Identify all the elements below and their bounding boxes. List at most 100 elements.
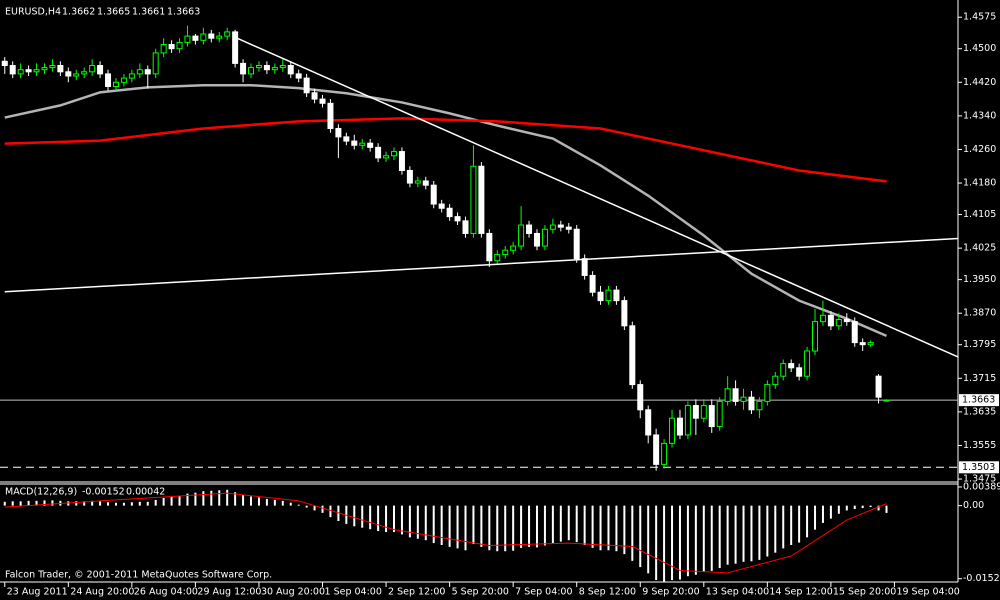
x-tick-label: 30 Aug 20:00: [261, 587, 325, 598]
candle-body: [33, 69, 40, 73]
candle-body: [661, 442, 668, 465]
macd-bar: [130, 502, 133, 506]
candle-body: [621, 300, 628, 327]
candle-body: [240, 62, 247, 75]
macd-bar: [718, 505, 721, 569]
y-tick-label: 1.3715: [963, 373, 996, 384]
candle-body: [430, 184, 437, 205]
macd-bar: [107, 502, 110, 506]
macd-bar: [504, 505, 507, 552]
macd-bar: [845, 505, 848, 511]
macd-bar: [806, 505, 809, 538]
macd-bar: [226, 489, 229, 506]
candle-body: [200, 33, 207, 41]
macd-bar: [440, 505, 443, 545]
candle-body: [716, 400, 723, 428]
candle-body: [748, 396, 755, 411]
y-tick-label: 1.4500: [963, 43, 996, 54]
macd-bar: [877, 505, 880, 511]
macd-bar: [567, 505, 570, 541]
y-tick-label: 1.3635: [963, 406, 996, 417]
candle-body: [533, 232, 540, 247]
macd-bar: [162, 497, 165, 506]
macd-bar: [250, 496, 253, 506]
candle-body: [549, 224, 556, 230]
macd-bar: [559, 505, 562, 542]
y-tick-label: 1.4025: [963, 243, 996, 254]
candle-body: [700, 405, 707, 419]
macd-bar: [750, 505, 753, 562]
candle-body: [398, 151, 405, 171]
macd-bar: [218, 490, 221, 506]
candle-body: [73, 73, 80, 77]
y-tick-label: 1.4180: [963, 178, 996, 189]
candle-body: [367, 142, 374, 148]
candle-body: [17, 69, 24, 75]
x-tick-label: 29 Aug 12:00: [197, 587, 261, 598]
macd-bar: [377, 505, 380, 532]
candle-body: [684, 405, 691, 436]
macd-bar: [726, 505, 729, 565]
candle-body: [692, 405, 699, 419]
x-tick-label: 15 Sep 20:00: [833, 587, 896, 598]
macd-title: MACD(12,26,9): [5, 487, 77, 498]
macd-bar: [234, 492, 237, 506]
candle-body: [470, 165, 477, 234]
macd-bar: [512, 505, 515, 551]
macd-bar: [671, 505, 674, 581]
macd-bar: [758, 505, 761, 560]
candle-body: [613, 289, 620, 302]
candle-body: [303, 77, 310, 94]
macd-bar: [821, 505, 824, 523]
macd-bar: [663, 505, 666, 582]
price-label: 1.3503: [962, 462, 995, 473]
candle-body: [255, 64, 262, 69]
candle-body: [462, 220, 469, 234]
macd-bar: [496, 505, 499, 552]
candle-body: [867, 342, 874, 346]
macd-bar: [19, 501, 22, 506]
macd-bar: [798, 505, 801, 543]
macd-bar: [488, 505, 491, 551]
macd-bar: [655, 505, 658, 581]
macd-bar: [194, 492, 197, 506]
macd-bar: [766, 505, 769, 557]
price-label: 1.3663: [962, 395, 995, 406]
x-tick-label: 8 Sep 12:00: [579, 587, 636, 598]
y-tick-label: 1.4260: [963, 144, 996, 155]
candle-body: [383, 155, 390, 159]
candle-body: [105, 73, 112, 87]
macd-bar: [599, 505, 602, 551]
candle-body: [81, 71, 88, 75]
candle-body: [263, 64, 270, 71]
macd-bar: [27, 500, 30, 506]
macd-bar: [385, 505, 388, 533]
y-tick-label: 1.4575: [963, 12, 996, 23]
macd-bar: [710, 505, 713, 571]
candle-body: [216, 35, 223, 39]
x-tick-label: 1 Sep 04:00: [325, 587, 382, 598]
candle-body: [176, 41, 183, 50]
candle-body: [152, 52, 159, 75]
macd-bar: [694, 505, 697, 575]
macd-bar: [464, 505, 467, 551]
candle-body: [788, 363, 795, 369]
macd-bar: [242, 495, 245, 506]
candle-body: [526, 224, 533, 234]
last-close: 1.3663: [167, 7, 200, 18]
candle-body: [740, 396, 747, 402]
macd-bar: [702, 505, 705, 572]
macd-bar: [329, 505, 332, 518]
candle-body: [597, 291, 604, 302]
macd-bar: [623, 505, 626, 555]
candle-body: [478, 165, 485, 234]
candle-body: [827, 314, 834, 327]
macd-bar: [432, 505, 435, 544]
macd-bar: [257, 497, 260, 506]
candle-body: [565, 226, 572, 230]
candle-body: [335, 127, 342, 138]
candle-body: [589, 274, 596, 293]
macd-bar: [853, 505, 856, 509]
candle-body: [319, 98, 326, 104]
macd-bar: [3, 501, 6, 506]
